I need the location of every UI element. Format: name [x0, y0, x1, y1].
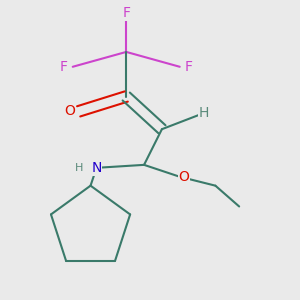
Text: O: O [179, 170, 190, 184]
Text: H: H [198, 106, 209, 120]
Text: H: H [75, 163, 83, 173]
Text: N: N [91, 161, 102, 175]
Text: F: F [60, 60, 68, 74]
Text: O: O [64, 104, 75, 118]
Text: F: F [184, 60, 193, 74]
Text: F: F [122, 6, 130, 20]
